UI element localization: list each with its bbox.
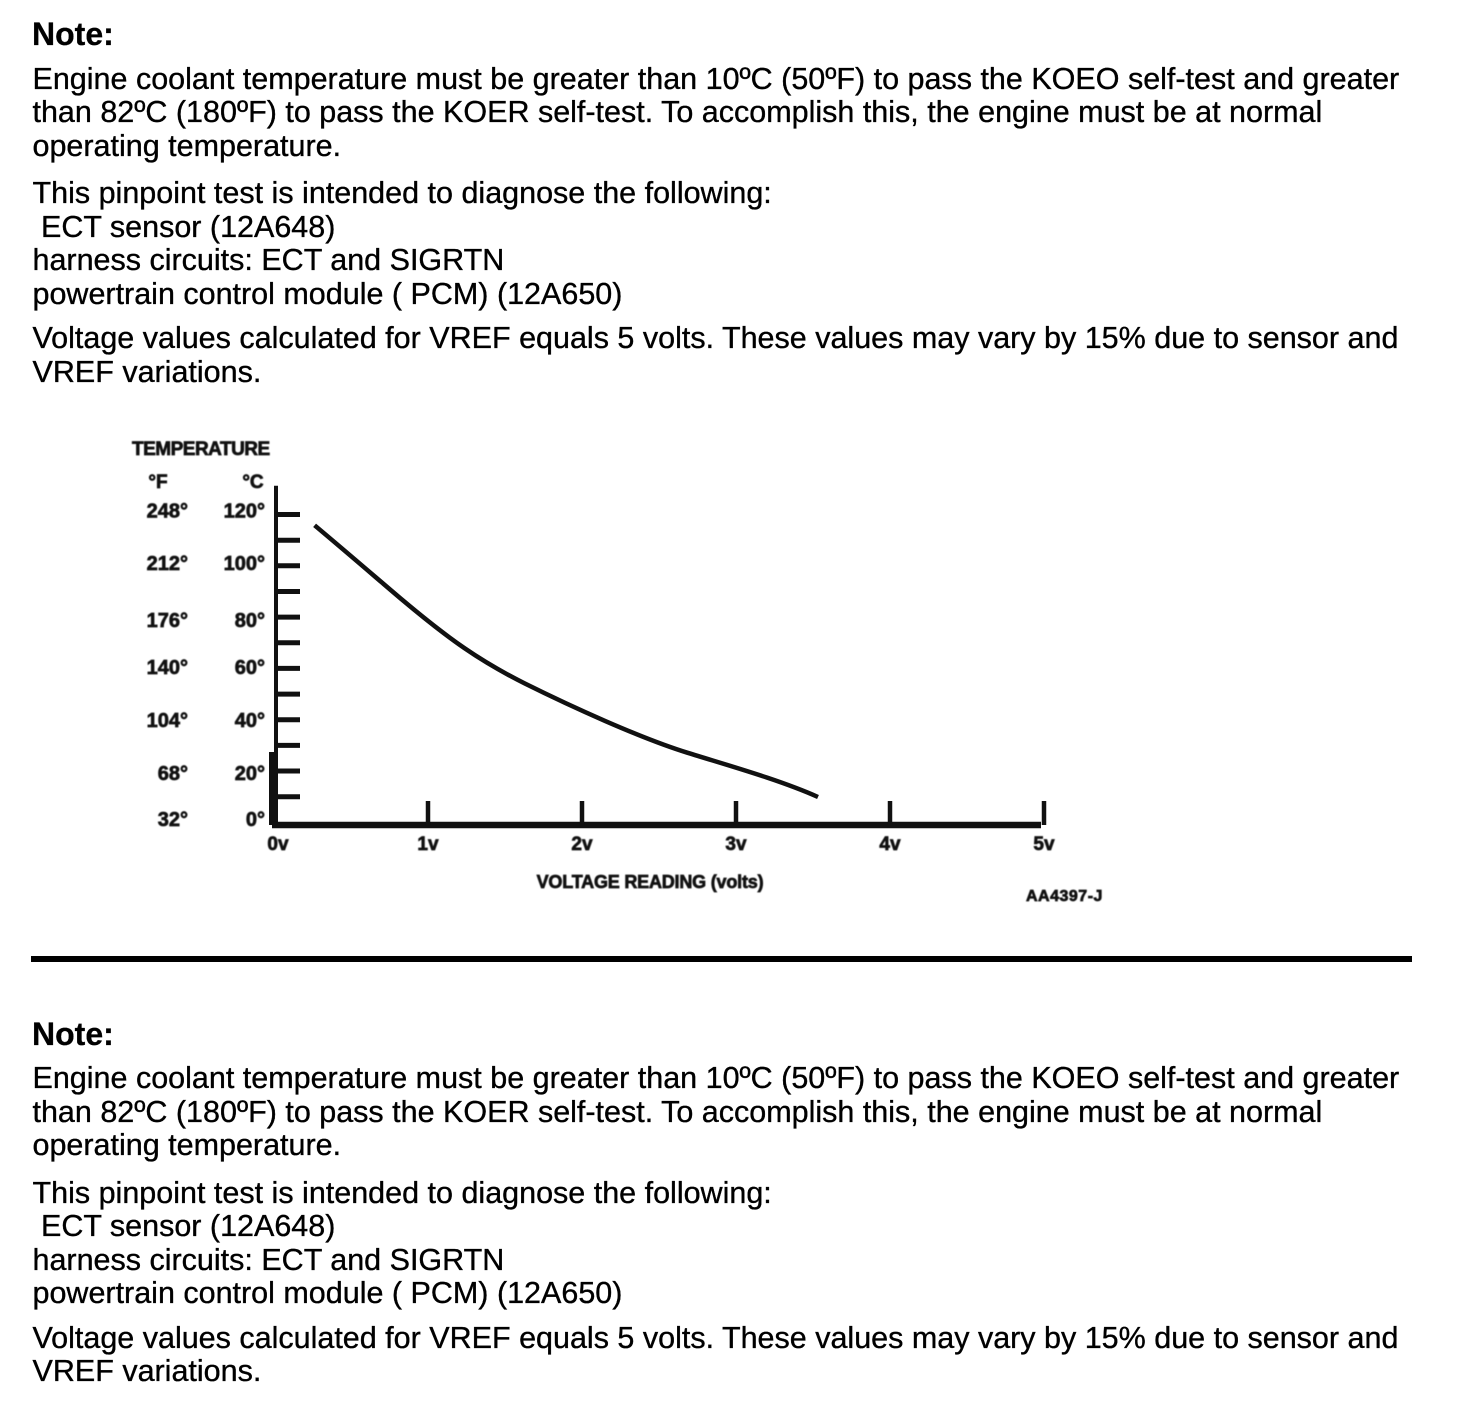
svg-text:4v: 4v <box>879 834 901 855</box>
svg-text:32°: 32° <box>158 809 188 831</box>
svg-text:20°: 20° <box>235 763 265 785</box>
svg-text:AA4397-J: AA4397-J <box>1026 888 1103 905</box>
svg-text:2v: 2v <box>571 834 593 855</box>
svg-text:60°: 60° <box>235 657 265 679</box>
svg-text:0°: 0° <box>246 809 265 831</box>
svg-text:248°: 248° <box>147 500 188 522</box>
svg-text:VOLTAGE READING (volts): VOLTAGE READING (volts) <box>537 872 764 892</box>
svg-text:120°: 120° <box>224 500 265 522</box>
svg-text:68°: 68° <box>158 763 188 785</box>
svg-text:3v: 3v <box>725 834 747 855</box>
svg-text:104°: 104° <box>147 710 188 732</box>
svg-text:140°: 140° <box>147 657 188 679</box>
svg-text:1v: 1v <box>417 834 439 855</box>
svg-text:0v: 0v <box>267 834 289 855</box>
svg-text:5v: 5v <box>1033 834 1055 855</box>
svg-text:100°: 100° <box>224 553 265 575</box>
svg-text:40°: 40° <box>235 710 265 732</box>
svg-text:°C: °C <box>242 472 264 493</box>
svg-text:176°: 176° <box>147 610 188 632</box>
svg-text:212°: 212° <box>147 553 188 575</box>
svg-text:°F: °F <box>148 472 167 493</box>
svg-text:80°: 80° <box>235 610 265 632</box>
svg-text:TEMPERATURE: TEMPERATURE <box>132 439 270 460</box>
